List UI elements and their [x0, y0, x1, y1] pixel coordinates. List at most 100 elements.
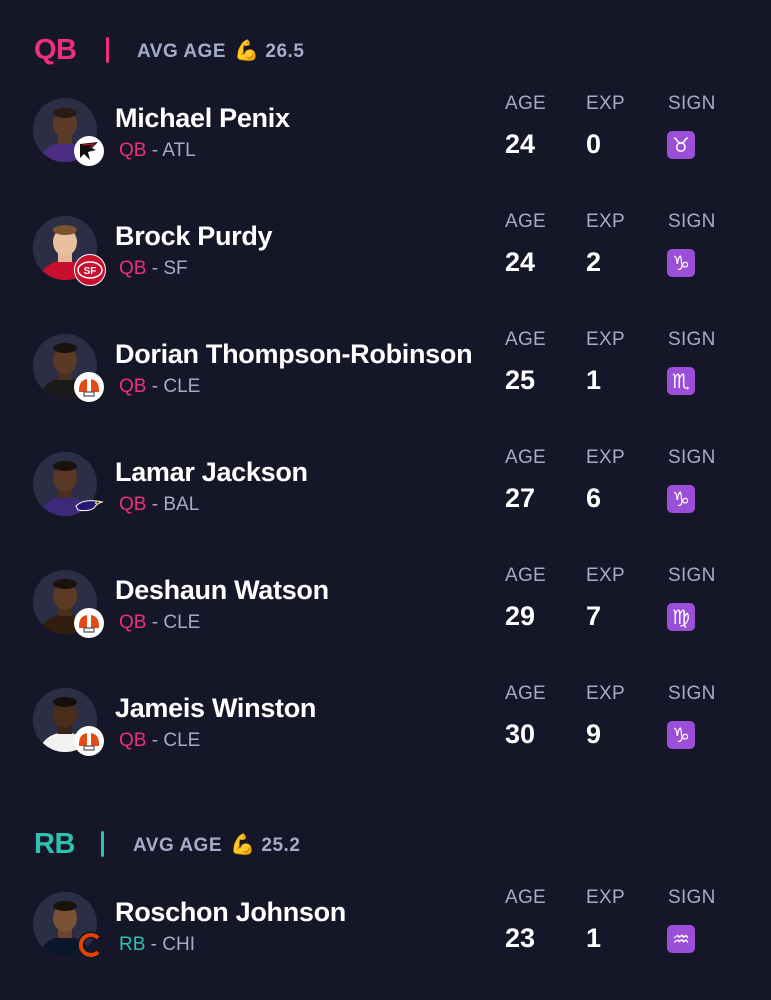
age-header: AGE — [505, 329, 547, 350]
browns-logo-icon — [74, 608, 104, 638]
position-label: RB — [34, 828, 75, 860]
player-position: RB — [119, 934, 146, 955]
age-value: 29 — [505, 601, 536, 631]
exp-value: 9 — [586, 719, 602, 749]
separator: - — [146, 494, 164, 515]
separator: - — [146, 612, 164, 633]
exp-header: EXP — [586, 887, 625, 908]
49ers-logo-icon: SF — [74, 254, 106, 286]
age-value: 27 — [505, 483, 536, 513]
virgo-icon: ♍ — [667, 603, 695, 631]
player-position: QB — [119, 494, 147, 515]
browns-logo-icon — [74, 726, 104, 756]
player-position-team: QB - SF — [119, 258, 188, 280]
age-header: AGE — [505, 683, 547, 704]
player-position-team: QB - CLE — [119, 730, 200, 752]
exp-header: EXP — [586, 683, 625, 704]
sign-header: SIGN — [668, 683, 716, 704]
exp-value: 7 — [586, 601, 602, 631]
avg-age-label: AVG AGE — [137, 41, 227, 62]
age-value: 24 — [505, 247, 536, 277]
player-row[interactable]: SF Brock Purdy QB - SF AGE EXP SIGN 24 2… — [0, 204, 771, 322]
player-name[interactable]: Lamar Jackson — [115, 457, 308, 487]
exp-value: 1 — [586, 923, 602, 953]
exp-header: EXP — [586, 329, 625, 350]
player-team: ATL — [162, 140, 196, 161]
player-position-team: QB - ATL — [119, 140, 196, 162]
sign-header: SIGN — [668, 93, 716, 114]
player-position: QB — [119, 258, 147, 279]
exp-header: EXP — [586, 211, 625, 232]
player-row[interactable]: Lamar Jackson QB - BAL AGE EXP SIGN 27 6… — [0, 440, 771, 558]
player-team: CLE — [163, 730, 201, 751]
player-position-team: QB - CLE — [119, 376, 200, 398]
player-row[interactable]: Dorian Thompson-Robinson QB - CLE AGE EX… — [0, 322, 771, 440]
player-team: BAL — [163, 494, 200, 515]
rb-section-header: RB AVG AGE 💪 25.2 — [0, 824, 771, 864]
player-position-team: QB - BAL — [119, 494, 199, 516]
exp-value: 1 — [586, 365, 602, 395]
player-avatar — [33, 688, 97, 752]
separator: - — [146, 376, 164, 397]
qb-section-header: QB AVG AGE 💪 26.5 — [0, 30, 771, 70]
player-name[interactable]: Jameis Winston — [115, 693, 317, 723]
player-team: CHI — [162, 934, 196, 955]
ravens-logo-icon — [74, 490, 104, 520]
player-name[interactable]: Dorian Thompson-Robinson — [115, 339, 473, 369]
falcons-logo-icon — [74, 136, 104, 166]
player-name[interactable]: Deshaun Watson — [115, 575, 329, 605]
age-header: AGE — [505, 447, 547, 468]
age-header: AGE — [505, 211, 547, 232]
player-position: QB — [119, 376, 147, 397]
scorpio-icon: ♏ — [667, 367, 695, 395]
exp-header: EXP — [586, 565, 625, 586]
age-value: 23 — [505, 923, 536, 953]
header-divider — [106, 37, 109, 63]
player-row[interactable]: Jameis Winston QB - CLE AGE EXP SIGN 30 … — [0, 676, 771, 794]
player-name[interactable]: Michael Penix — [115, 103, 290, 133]
player-position: QB — [119, 612, 147, 633]
capricorn-icon: ♑ — [667, 721, 695, 749]
player-row[interactable]: Deshaun Watson QB - CLE AGE EXP SIGN 29 … — [0, 558, 771, 676]
player-name[interactable]: Roschon Johnson — [115, 897, 346, 927]
player-position-team: QB - CLE — [119, 612, 200, 634]
player-position-team: RB - CHI — [119, 934, 195, 956]
bears-logo-icon — [74, 930, 104, 960]
sign-header: SIGN — [668, 887, 716, 908]
separator: - — [146, 140, 163, 161]
player-name[interactable]: Brock Purdy — [115, 221, 273, 251]
player-avatar — [33, 452, 97, 516]
svg-text:SF: SF — [84, 266, 97, 277]
qb-section: QB AVG AGE 💪 26.5 Michael Penix QB - ATL A… — [0, 30, 771, 790]
player-row[interactable]: Roschon Johnson RB - CHI AGE EXP SIGN 23… — [0, 880, 771, 998]
browns-logo-icon — [74, 372, 104, 402]
player-position: QB — [119, 140, 147, 161]
sign-header: SIGN — [668, 447, 716, 468]
player-row[interactable]: Michael Penix QB - ATL AGE EXP SIGN 24 0… — [0, 86, 771, 204]
age-value: 25 — [505, 365, 536, 395]
rb-section: RB AVG AGE 💪 25.2 Roschon Johnson RB - CHI… — [0, 824, 771, 1000]
header-divider — [101, 831, 104, 857]
position-label: QB — [34, 34, 77, 66]
separator: - — [145, 934, 163, 955]
avg-age-value: 25.2 — [261, 835, 301, 856]
player-avatar — [33, 334, 97, 398]
age-header: AGE — [505, 887, 547, 908]
avg-age: AVG AGE 💪 26.5 — [137, 30, 304, 72]
avg-age-value: 26.5 — [265, 41, 305, 62]
capricorn-icon: ♑ — [667, 249, 695, 277]
player-team: CLE — [163, 612, 201, 633]
exp-value: 2 — [586, 247, 602, 277]
avg-age-label: AVG AGE — [133, 835, 223, 856]
avg-age: AVG AGE 💪 25.2 — [133, 824, 300, 866]
exp-value: 6 — [586, 483, 602, 513]
sign-header: SIGN — [668, 211, 716, 232]
age-value: 30 — [505, 719, 536, 749]
flexed-biceps-icon: 💪 — [230, 832, 256, 856]
exp-header: EXP — [586, 447, 625, 468]
aquarius-icon: ♒ — [667, 925, 695, 953]
separator: - — [146, 258, 164, 279]
exp-header: EXP — [586, 93, 625, 114]
sign-header: SIGN — [668, 565, 716, 586]
sign-header: SIGN — [668, 329, 716, 350]
